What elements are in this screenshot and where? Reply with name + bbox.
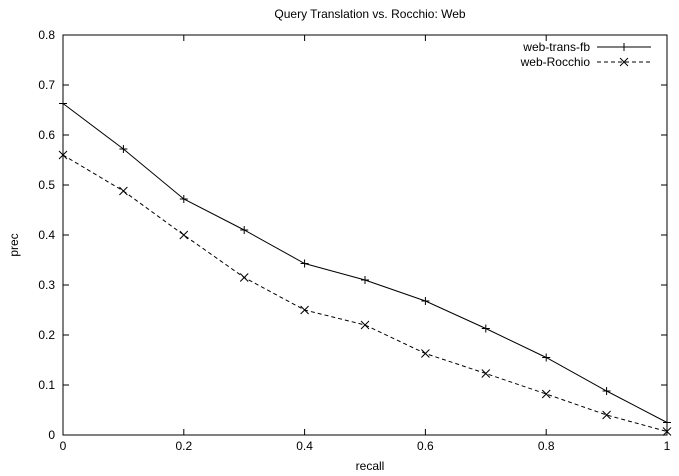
y-tick-label: 0.6 [38, 128, 55, 142]
data-point-web-Rocchio-d2 [421, 349, 430, 358]
data-point-web-trans-fb [602, 387, 611, 395]
legend-marker-d2 [619, 57, 629, 67]
y-tick-label: 0.8 [38, 28, 55, 42]
data-point-web-Rocchio [481, 369, 491, 378]
series-line-web-trans-fb [62, 103, 668, 423]
data-point-web-Rocchio [239, 273, 249, 282]
data-point-web-Rocchio-d2 [662, 427, 672, 436]
data-point-web-Rocchio-d2 [360, 320, 370, 330]
data-point-web-Rocchio [300, 305, 309, 315]
data-point-web-Rocchio-d2 [481, 369, 491, 378]
x-tick-label: 0 [60, 439, 67, 453]
y-tick-label: 0.3 [38, 278, 55, 292]
data-point-web-Rocchio-d2 [300, 305, 309, 315]
y-tick-label: 0.2 [38, 328, 55, 342]
data-point-web-Rocchio-d2 [179, 230, 189, 240]
plot-area: 0 0.1 0.2 0.3 0.4 0.5 0.6 0.7 0.8 0 0.2 0.4 0.6 0.8 1 w… [38, 28, 672, 453]
series-line-web-Rocchio [62, 154, 668, 432]
data-point-web-Rocchio [179, 230, 189, 240]
data-point-web-Rocchio [421, 349, 430, 358]
y-tick-label: 0.4 [38, 228, 55, 242]
data-point-web-Rocchio-d2 [602, 410, 611, 420]
x-tick-label: 0.2 [175, 439, 192, 453]
data-point-web-trans-fb [542, 353, 551, 362]
y-axis-label: prec [7, 233, 21, 256]
data-point-web-Rocchio [602, 410, 611, 420]
data-point-web-Rocchio [119, 186, 128, 196]
data-point-web-Rocchio-d2 [58, 150, 68, 160]
legend-label: web-Rocchio [520, 55, 591, 69]
data-point-web-trans-fb [421, 297, 430, 305]
data-point-web-Rocchio [360, 320, 370, 330]
x-tick-label: 1 [664, 439, 671, 453]
data-point-web-trans-fb [179, 195, 188, 203]
y-tick-label: 0 [48, 428, 55, 442]
data-point-web-Rocchio-d2 [239, 273, 249, 282]
data-point-web-trans-fb [481, 324, 490, 333]
x-tick-label: 0.4 [296, 439, 313, 453]
plot-frame [62, 34, 668, 436]
legend-marker [620, 43, 628, 51]
y-tick-label: 0.1 [38, 378, 55, 392]
data-point-web-Rocchio [662, 427, 672, 436]
legend-label: web-trans-fb [522, 40, 590, 54]
data-point-web-trans-fb [361, 276, 369, 284]
legend-marker [619, 57, 629, 67]
data-point-web-Rocchio [58, 150, 68, 160]
x-axis-label: recall [356, 459, 385, 473]
x-tick-label: 0.6 [417, 439, 434, 453]
y-tick-label: 0.7 [38, 78, 55, 92]
chart-title: Query Translation vs. Rocchio: Web [274, 7, 466, 21]
data-point-web-trans-fb [663, 418, 671, 427]
data-point-web-trans-fb [59, 99, 67, 108]
data-point-web-trans-fb [119, 145, 128, 153]
data-point-web-Rocchio-d2 [541, 389, 551, 399]
data-point-web-Rocchio [541, 389, 551, 399]
data-point-web-trans-fb [300, 259, 309, 268]
data-point-web-trans-fb [240, 226, 249, 234]
x-tick-label: 0.8 [538, 439, 555, 453]
data-point-web-Rocchio-d2 [119, 186, 128, 196]
y-tick-label: 0.5 [38, 178, 55, 192]
